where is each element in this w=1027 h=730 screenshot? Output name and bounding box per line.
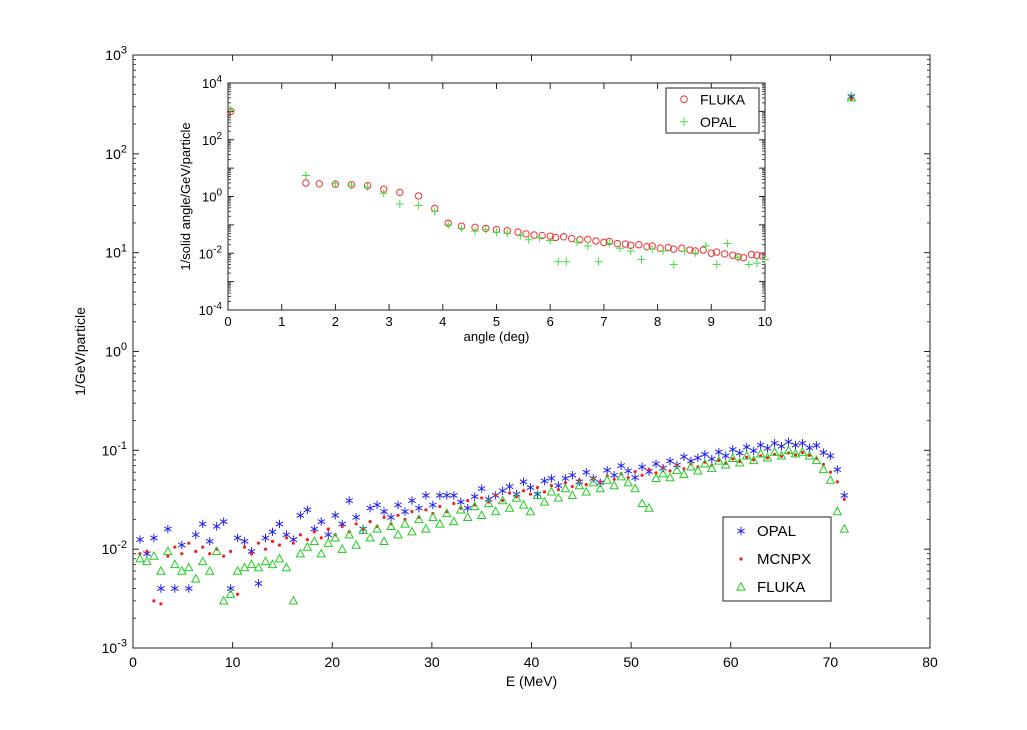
inset-x-tick-label: 8 xyxy=(654,314,661,329)
main-x-tick-label: 20 xyxy=(324,654,340,670)
inset-y-tick-label: 10-2 xyxy=(199,244,223,261)
main-x-tick-label: 70 xyxy=(823,654,839,670)
inset-y-axis: 10-4 10-2 100 102 104 xyxy=(199,74,765,318)
inset-y-tick-label: 10-4 xyxy=(199,301,223,318)
inset-x-tick-label: 7 xyxy=(600,314,607,329)
main-x-tick-label: 50 xyxy=(623,654,639,670)
inset-legend-box xyxy=(665,87,760,134)
inset-legend-label: FLUKA xyxy=(700,91,746,107)
main-y-tick-label: 10-3 xyxy=(102,638,127,656)
inset-legend-label: OPAL xyxy=(700,114,737,130)
dot-icon xyxy=(739,557,743,561)
inset-x-tick-label: 4 xyxy=(439,314,446,329)
main-legend-label: MCNPX xyxy=(757,551,811,568)
main-x-axis: 0 10 20 30 40 50 60 70 80 xyxy=(129,55,938,670)
inset-x-tick-label: 10 xyxy=(758,314,772,329)
main-x-tick-label: 10 xyxy=(225,654,241,670)
main-legend: OPAL MCNPX FLUKA xyxy=(722,516,832,602)
inset-x-tick-label: 6 xyxy=(547,314,554,329)
plus-icon xyxy=(679,117,689,126)
inset-series-opal xyxy=(226,105,769,269)
main-x-tick-label: 60 xyxy=(723,654,739,670)
main-x-tick-label: 30 xyxy=(424,654,440,670)
inset-y-tick-label: 100 xyxy=(202,188,222,205)
main-x-tick-label: 40 xyxy=(524,654,540,670)
main-y-axis-label: 1/GeV/particle xyxy=(72,307,88,396)
inset-x-tick-label: 2 xyxy=(332,314,339,329)
main-legend-item-opal: OPAL xyxy=(737,523,796,540)
main-legend-label: OPAL xyxy=(757,523,796,540)
asterisk-icon xyxy=(737,526,745,536)
main-y-tick-label: 101 xyxy=(105,242,127,260)
main-x-axis-label: E (MeV) xyxy=(506,673,557,689)
main-series-fluka xyxy=(135,92,857,605)
main-legend-item-mcnpx: MCNPX xyxy=(739,551,811,568)
main-y-tick-label: 100 xyxy=(105,341,127,359)
inset-plot: 0 1 2 3 4 5 6 7 8 9 10 10-4 10-2 100 102 104 angle (deg)… xyxy=(178,74,772,344)
main-y-tick-label: 10-2 xyxy=(102,539,127,557)
main-legend-item-fluka: FLUKA xyxy=(736,579,805,596)
inset-x-tick-label: 9 xyxy=(708,314,715,329)
main-series-opal xyxy=(136,92,856,593)
inset-y-tick-label: 102 xyxy=(202,131,222,148)
inset-legend: FLUKA OPAL xyxy=(665,87,760,134)
main-x-tick-label: 80 xyxy=(922,654,938,670)
inset-legend-item-opal: OPAL xyxy=(679,114,737,130)
inset-x-axis: 0 1 2 3 4 5 6 7 8 9 10 xyxy=(224,83,772,329)
main-y-tick-label: 102 xyxy=(105,144,127,162)
inset-x-tick-label: 5 xyxy=(493,314,500,329)
inset-y-axis-label: 1/solid angle/GeV/particle xyxy=(178,122,193,270)
inset-x-tick-label: 3 xyxy=(385,314,392,329)
inset-y-tick-label: 104 xyxy=(202,74,222,91)
inset-x-tick-label: 1 xyxy=(278,314,285,329)
inset-x-tick-label: 0 xyxy=(224,314,231,329)
main-x-tick-label: 0 xyxy=(129,654,137,670)
circle-icon xyxy=(680,95,688,104)
main-legend-label: FLUKA xyxy=(757,579,805,596)
inset-legend-item-fluka: FLUKA xyxy=(680,91,746,107)
main-y-tick-label: 103 xyxy=(105,45,127,63)
triangle-icon xyxy=(736,581,746,591)
inset-series-fluka xyxy=(226,107,767,262)
main-y-tick-label: 10-1 xyxy=(102,440,127,458)
inset-x-axis-label: angle (deg) xyxy=(464,329,530,344)
